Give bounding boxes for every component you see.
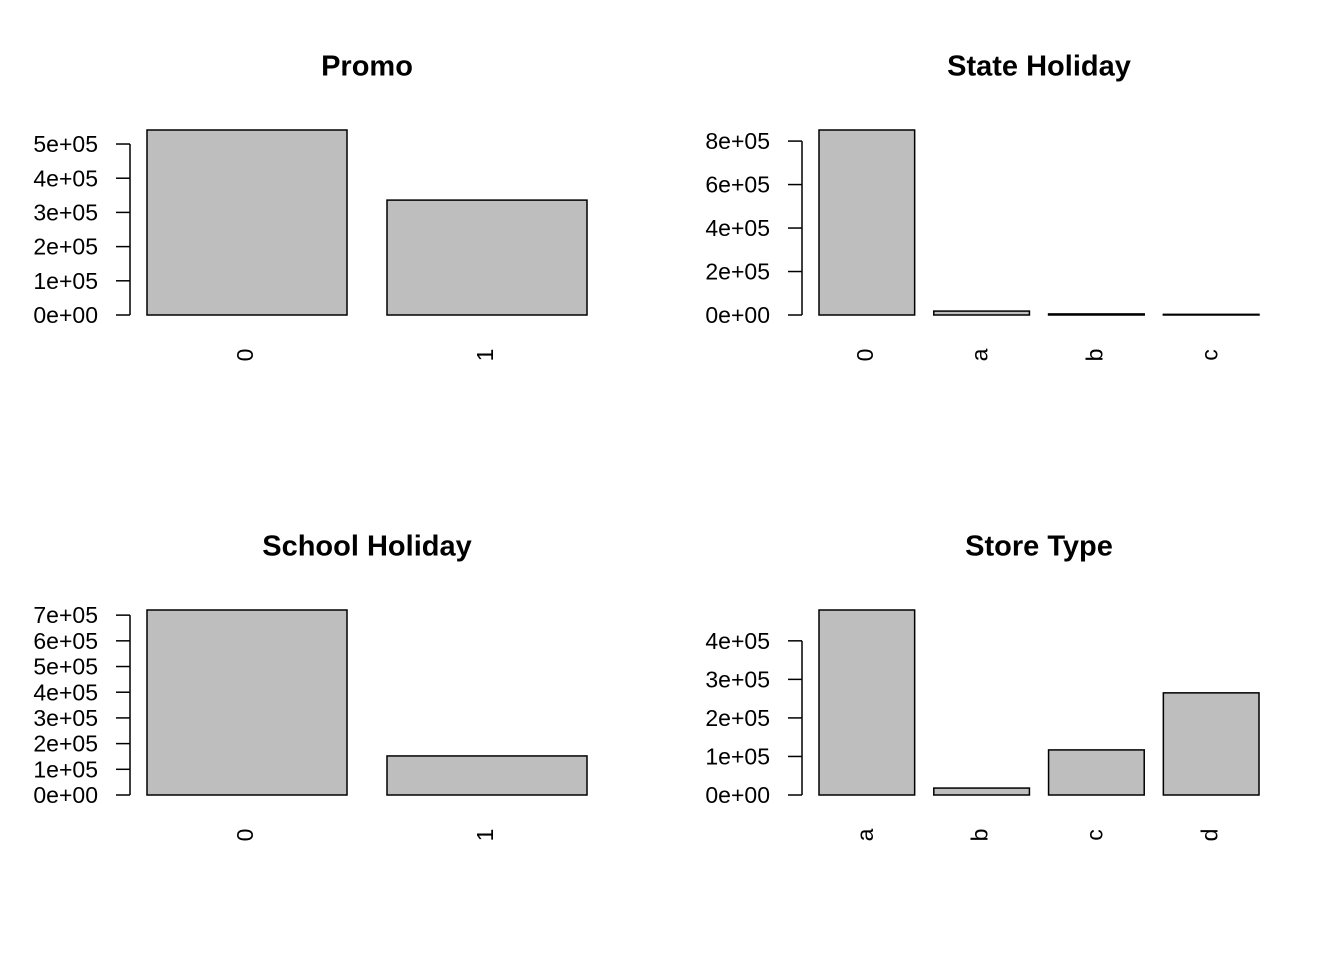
y-tick-label: 1e+05 [33,756,98,782]
y-tick-label: 5e+05 [33,654,98,680]
x-tick-label: 1 [472,829,498,842]
y-tick-label: 1e+05 [705,744,770,770]
y-tick-label: 0e+00 [33,782,98,808]
chart-title: State Holiday [947,51,1131,83]
x-tick-label: a [852,828,878,841]
x-tick-label: 1 [472,349,498,362]
x-tick-label: c [1196,349,1222,361]
y-tick-label: 6e+05 [33,628,98,654]
bar [146,129,348,316]
y-tick-label: 0e+00 [33,302,98,328]
bar [1162,692,1260,796]
x-tick-label: 0 [852,349,878,362]
x-tick-label: b [967,829,993,842]
panel: Promo 0e+00 1e+05 2e+05 3e+05 4e+05 5e+05 0 1 [33,51,588,362]
y-tick-label: 2e+05 [705,705,770,731]
y-tick-label: 8e+05 [705,128,770,154]
x-tick-label: 0 [232,829,258,842]
bar [146,609,348,796]
bar [386,755,588,796]
y-tick-label: 3e+05 [33,705,98,731]
y-tick-label: 4e+05 [33,165,98,191]
panel: School Holiday 0e+001e+052e+053e+054e+055… [33,531,588,842]
bar [1162,313,1260,316]
x-tick-label: 0 [232,349,258,362]
panel: State Holiday 0e+00 2e+05 4e+05 6e+05 8e+05 0 a… [705,51,1260,362]
panel: Store Type 0e+00 1e+05 2e+05 3e+05 4e+05 a b c d [705,531,1260,842]
bar [1047,313,1145,316]
y-tick-label: 4e+05 [705,628,770,654]
y-tick-label: 2e+05 [33,731,98,757]
bar [933,787,1031,796]
y-tick-label: 4e+05 [33,679,98,705]
chart-title: Store Type [965,531,1113,563]
bar [818,129,916,316]
bar [818,609,916,796]
x-tick-label: c [1081,829,1107,841]
y-tick-label: 3e+05 [705,666,770,692]
y-tick-label: 1e+05 [33,268,98,294]
bar [386,199,588,316]
y-tick-label: 4e+05 [705,215,770,241]
bar [933,310,1031,316]
chart-title: School Holiday [262,531,471,563]
y-tick-label: 7e+05 [33,602,98,628]
y-tick-label: 3e+05 [33,199,98,225]
x-tick-label: a [967,348,993,361]
x-tick-label: d [1196,829,1222,842]
chart-title: Promo [321,51,413,83]
bar [1047,749,1145,796]
y-tick-label: 0e+00 [705,302,770,328]
y-tick-label: 0e+00 [705,782,770,808]
y-tick-label: 6e+05 [705,172,770,198]
x-tick-label: b [1081,349,1107,362]
y-tick-label: 2e+05 [33,234,98,260]
y-tick-label: 2e+05 [705,259,770,285]
y-tick-label: 5e+05 [33,131,98,157]
